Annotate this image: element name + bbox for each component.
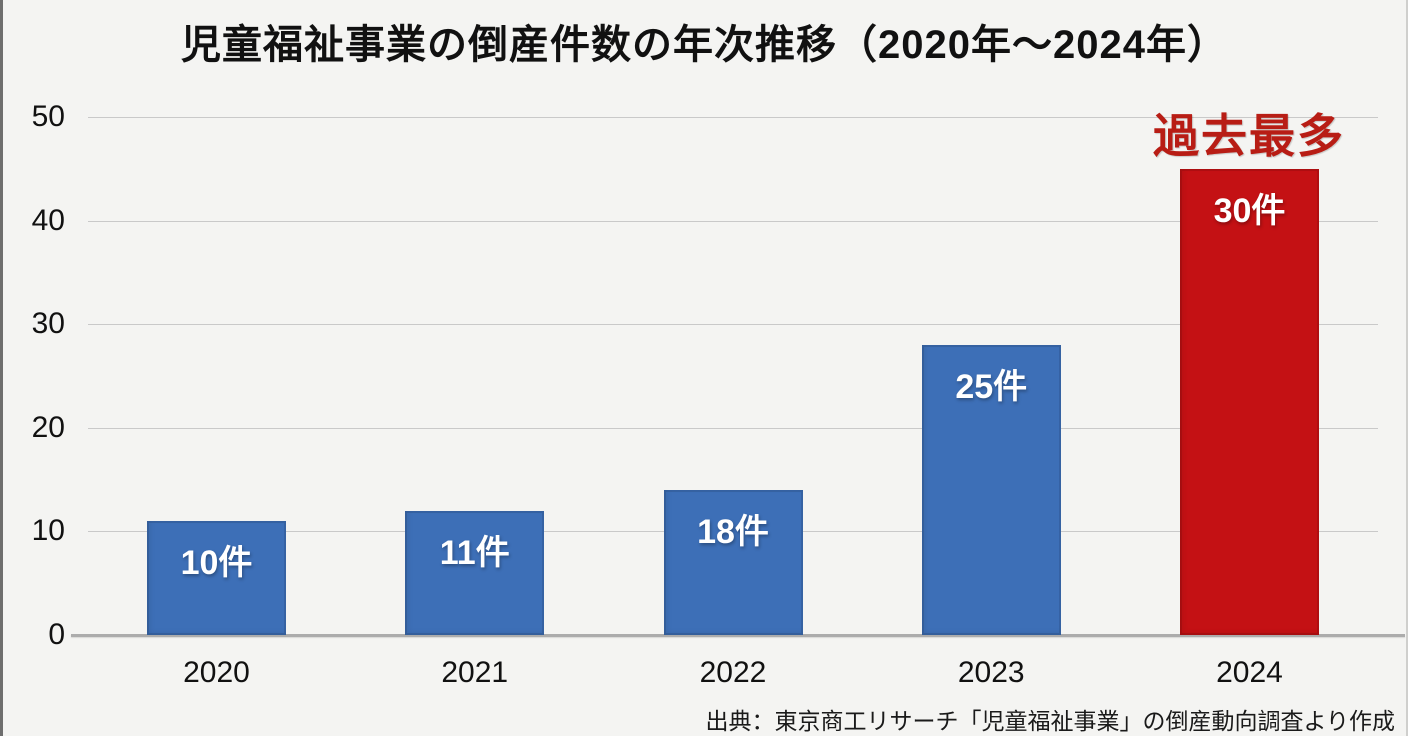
y-tick-label-30: 30 [31, 307, 65, 341]
y-tick-label-10: 10 [31, 514, 65, 548]
bar-2021 [405, 510, 545, 635]
y-tick-label-20: 20 [31, 410, 65, 444]
y-tick-label-40: 40 [31, 203, 65, 237]
chart-title: 児童福祉事業の倒産件数の年次推移（2020年～2024年） [181, 23, 1228, 67]
x-tick-label-2022: 2022 [699, 656, 767, 689]
x-tick-label-2021: 2021 [441, 656, 509, 689]
bar-value-label-2022: 18件 [697, 512, 769, 551]
gridline-30 [88, 324, 1378, 326]
bar-value-label-2021: 11件 [439, 533, 510, 572]
y-tick-label-0: 0 [48, 618, 65, 651]
bar-value-label-2023: 25件 [955, 367, 1028, 406]
y-tick-label-50: 50 [31, 100, 65, 133]
x-tick-label-2020: 2020 [183, 656, 250, 689]
gridline-20 [88, 427, 1378, 429]
bar-2020 [147, 521, 286, 635]
x-tick-label-2023: 2023 [957, 656, 1025, 689]
gridline-40 [88, 220, 1378, 222]
bar-value-label-2024: 30件 [1213, 191, 1286, 230]
bar-2022 [663, 489, 803, 635]
x-axis-line [71, 634, 1405, 637]
source-note: 出典：東京商工リサーチ「児童福祉事業」の倒産動向調査より作成 [705, 708, 1395, 734]
x-tick-label-2024: 2024 [1216, 656, 1283, 689]
bar-2023 [921, 344, 1061, 635]
bar-value-label-2020: 10件 [180, 544, 253, 583]
record-high-annotation: 過去最多 [1153, 110, 1345, 162]
gridline-50 [88, 117, 1378, 118]
bar-2024 [1180, 168, 1319, 635]
